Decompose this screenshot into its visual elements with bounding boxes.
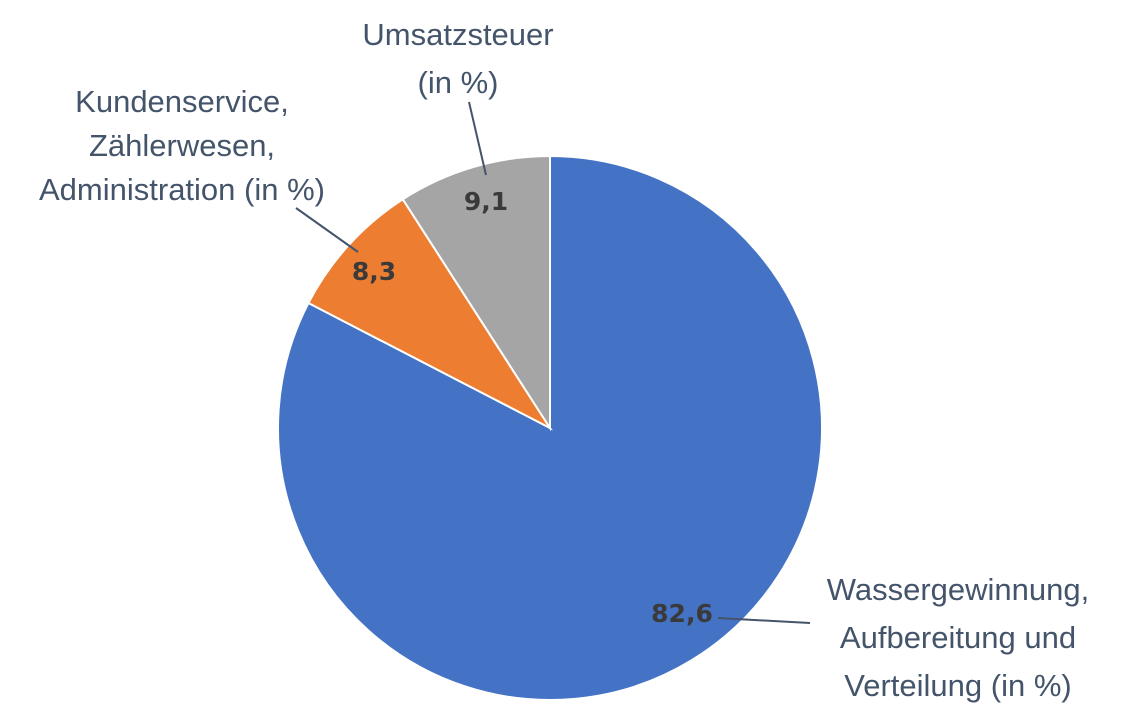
leader-lines xyxy=(295,101,811,624)
category-label-line: Zählerwesen, xyxy=(89,128,275,163)
category-label-line: Wassergewinnung, xyxy=(827,572,1090,607)
leader-line-1 xyxy=(717,617,811,624)
value-label-2: 8,3 xyxy=(352,257,396,286)
category-label-1: Wassergewinnung, Aufbereitung und Verteilu… xyxy=(827,572,1090,703)
category-label-line: Kundenservice, xyxy=(75,84,289,119)
value-label-3: 9,1 xyxy=(464,187,508,216)
leader-line-3 xyxy=(468,101,487,176)
leader-line-2 xyxy=(295,207,359,253)
category-label-line: Verteilung (in %) xyxy=(844,668,1071,703)
category-label-2: Kundenservice, Zählerwesen, Administration… xyxy=(39,84,325,207)
pie-slice-3 xyxy=(401,154,551,432)
category-label-line: Administration (in %) xyxy=(39,172,325,207)
value-labels: 82,6 8,3 9,1 xyxy=(352,187,713,628)
category-label-line: Umsatzsteuer xyxy=(362,17,553,52)
pie-slices xyxy=(277,154,823,701)
category-label-line: (in %) xyxy=(418,65,499,100)
category-label-line: Aufbereitung und xyxy=(840,620,1076,655)
category-labels: Wassergewinnung, Aufbereitung und Verteilu… xyxy=(39,17,1089,703)
category-label-3: Umsatzsteuer (in %) xyxy=(362,17,553,100)
value-label-1: 82,6 xyxy=(651,599,713,628)
